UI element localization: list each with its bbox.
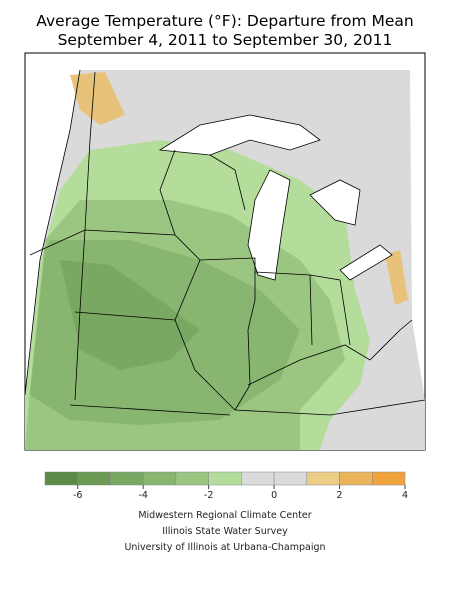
color-swatch — [77, 471, 111, 486]
region-warm — [385, 250, 408, 305]
map — [24, 52, 426, 451]
title-line: Average Temperature (°F): Departure from… — [36, 12, 413, 30]
color-swatch — [241, 471, 275, 486]
state-borders — [24, 69, 426, 416]
color-swatch — [306, 471, 340, 486]
region-warm — [70, 72, 125, 125]
color-swatch — [110, 471, 144, 486]
color-swatch — [44, 471, 78, 486]
colorbar: -6 -4 -2 0 2 4 — [44, 471, 408, 501]
lake-michigan — [247, 169, 291, 281]
color-swatch — [142, 471, 177, 486]
tick-label: -2 — [204, 490, 213, 501]
title-line: September 4, 2011 to September 30, 2011 — [58, 31, 393, 49]
color-swatch — [273, 471, 308, 486]
tick-label: -6 — [73, 490, 82, 501]
tick-label: 2 — [337, 490, 343, 501]
lake-huron — [309, 179, 361, 226]
tick-label: 0 — [271, 490, 277, 501]
credit-line: Illinois State Water Survey — [162, 526, 288, 537]
lake-erie — [339, 244, 393, 281]
color-swatch — [372, 471, 406, 486]
tick-label: 4 — [402, 490, 408, 501]
color-swatch — [208, 471, 242, 486]
color-swatch — [339, 471, 373, 486]
color-swatch — [175, 471, 209, 486]
lake-superior — [158, 114, 321, 156]
credit-line: Midwestern Regional Climate Center — [138, 510, 311, 521]
credit-line: University of Illinois at Urbana-Champai… — [124, 542, 325, 553]
region-dark-green — [60, 260, 200, 370]
tick-label: -4 — [138, 490, 147, 501]
